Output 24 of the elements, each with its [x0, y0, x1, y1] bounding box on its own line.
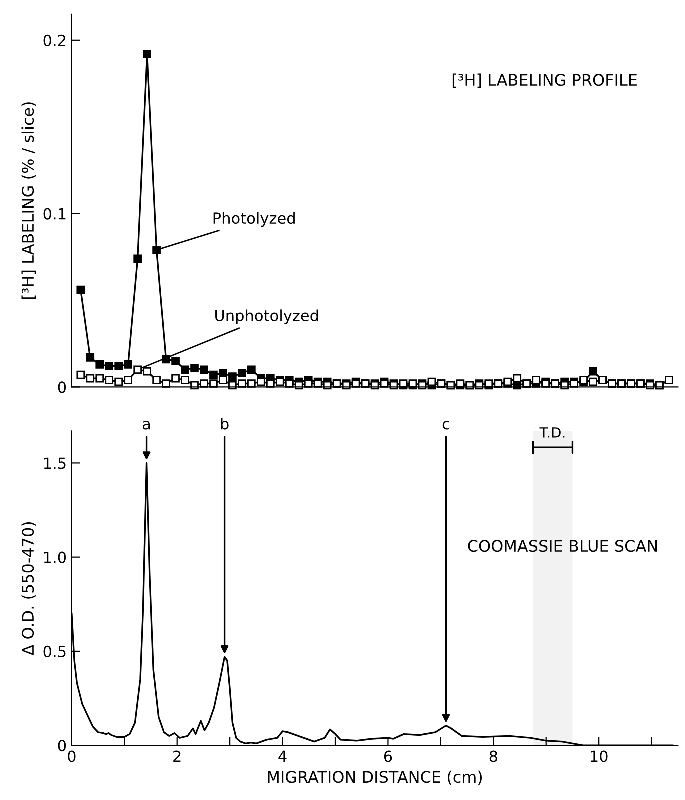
y-tick-label: 0 [58, 382, 66, 394]
x-tick-label: 6 [384, 750, 392, 762]
x-axis-title: MIGRATION DISTANCE (cm) [268, 770, 482, 786]
y-tick-label: 1.0 [44, 552, 66, 564]
y-axis-title: Δ O.D. (550-470) [22, 522, 36, 656]
annotation: b [221, 418, 229, 430]
y-axis-title: [³H] LABELING (% / slice) [22, 102, 36, 300]
text: Photolyzed [214, 212, 295, 228]
annotation: a [143, 421, 150, 430]
x-tick-label: 10 [591, 750, 608, 762]
y-tick-label: 0.1 [44, 208, 66, 220]
band-label: T.D. [540, 428, 565, 438]
y-tick-label: 0.5 [44, 646, 66, 658]
annotation: c [442, 421, 450, 430]
text: COOMASSIE BLUE SCAN [468, 540, 658, 552]
text: [³H] LABELING PROFILE [452, 74, 637, 88]
text: Unphotolyzed [216, 310, 318, 324]
x-tick-label: 0 [68, 750, 76, 762]
y-tick-label: 0 [58, 740, 66, 752]
x-tick-label: 2 [174, 750, 181, 762]
x-tick-label: 8 [490, 750, 498, 762]
y-tick-label: 1.5 [44, 458, 66, 470]
x-tick-label: 4 [278, 750, 287, 762]
y-tick-label: 0.2 [44, 34, 66, 46]
